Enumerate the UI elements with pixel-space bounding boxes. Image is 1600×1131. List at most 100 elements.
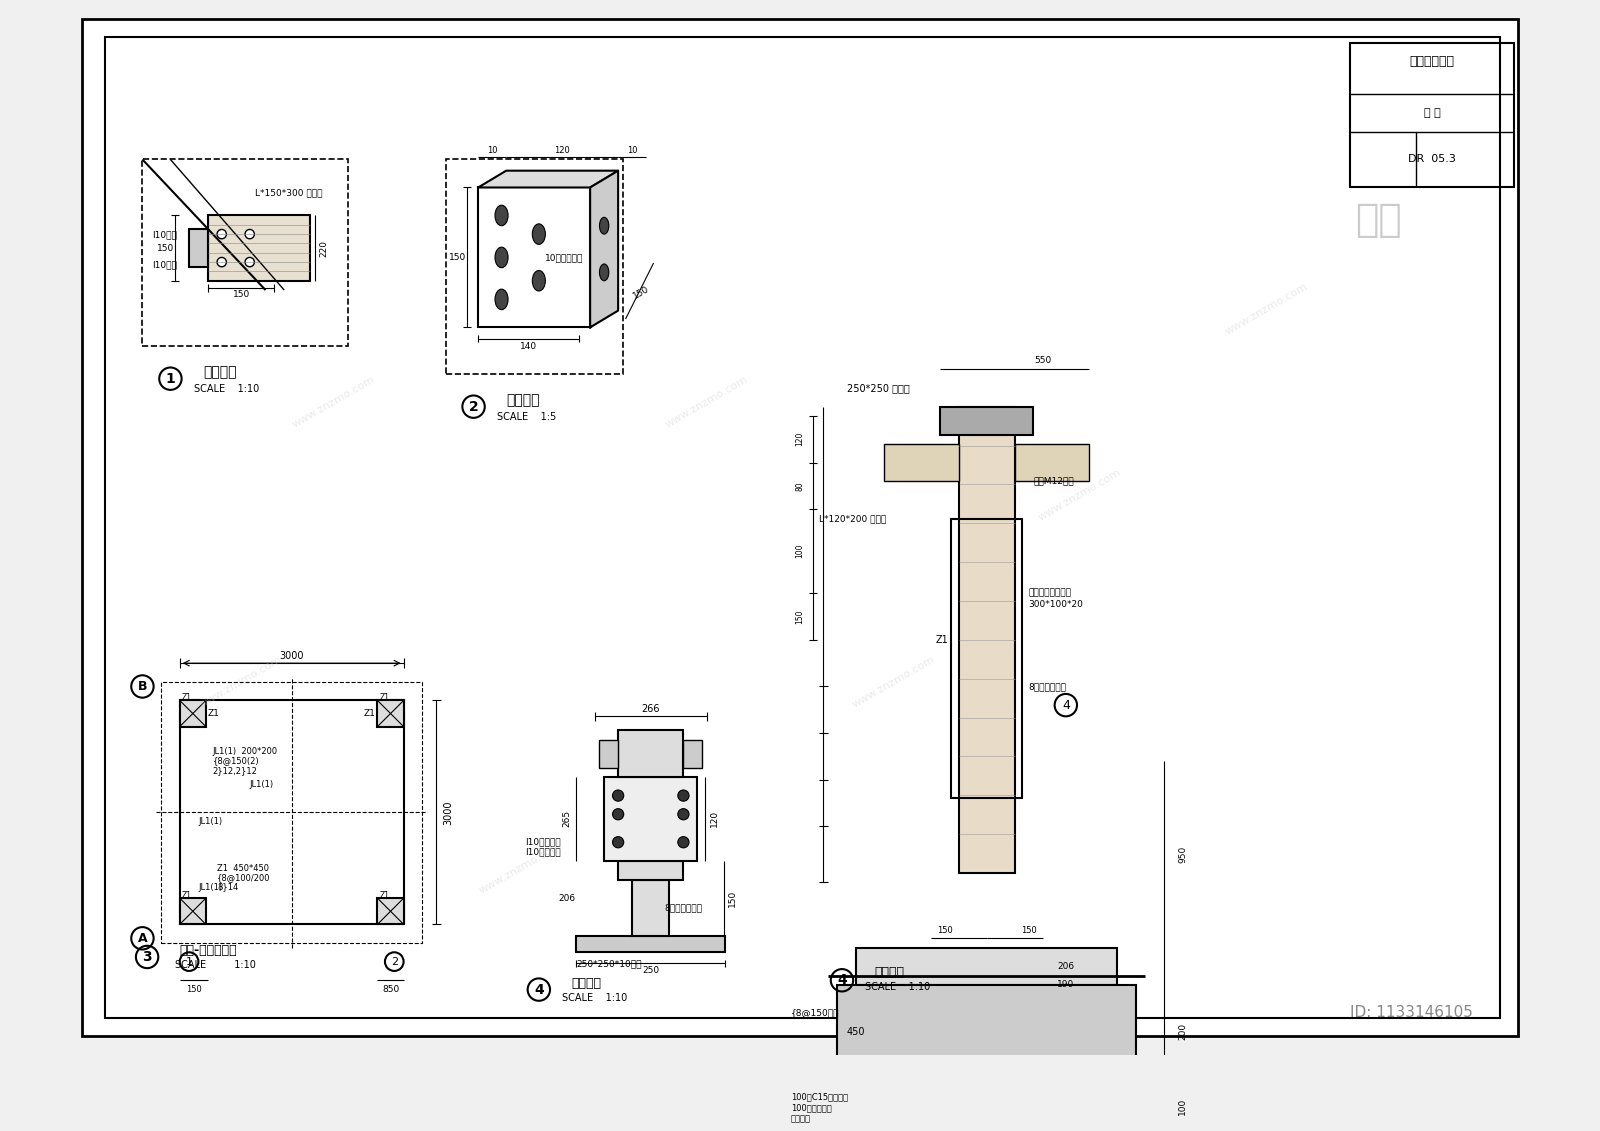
Bar: [600, 740, 618, 768]
Text: 大样图三: 大样图三: [203, 365, 237, 379]
Bar: [445, 159, 622, 374]
Ellipse shape: [600, 264, 608, 280]
Ellipse shape: [600, 217, 608, 234]
Text: 100厚碎石垫层: 100厚碎石垫层: [790, 1104, 832, 1113]
Circle shape: [678, 809, 690, 820]
Bar: [378, 898, 403, 924]
Text: 950: 950: [1178, 846, 1187, 863]
Text: 分 示: 分 示: [1424, 107, 1440, 118]
Bar: [179, 700, 403, 924]
Text: 1: 1: [186, 957, 192, 967]
Text: 3000: 3000: [443, 800, 453, 824]
FancyBboxPatch shape: [106, 37, 1499, 1018]
Text: JL1(1): JL1(1): [250, 780, 274, 789]
Text: www.znzmo.com: www.znzmo.com: [664, 374, 750, 430]
Text: 1: 1: [165, 372, 176, 386]
Bar: [1350, 43, 1514, 188]
Text: Z1: Z1: [379, 891, 389, 900]
Polygon shape: [478, 171, 618, 188]
Text: 220: 220: [320, 240, 330, 257]
Text: SCALE    1:10: SCALE 1:10: [562, 993, 627, 1003]
Ellipse shape: [494, 205, 509, 226]
Text: 80: 80: [795, 481, 805, 491]
Text: 100厚C15素砂垫层: 100厚C15素砂垫层: [790, 1093, 848, 1102]
Text: 150: 150: [936, 926, 952, 935]
Text: 150: 150: [157, 243, 174, 252]
FancyBboxPatch shape: [82, 18, 1518, 1036]
Bar: [208, 215, 310, 280]
Bar: [605, 777, 698, 861]
Bar: [958, 407, 1014, 873]
Text: 250: 250: [642, 967, 659, 975]
Bar: [618, 861, 683, 880]
Ellipse shape: [494, 248, 509, 268]
Text: www.znzmo.com: www.znzmo.com: [477, 840, 563, 896]
Text: 10: 10: [486, 146, 498, 155]
Text: 150: 150: [632, 284, 651, 301]
Text: 250*250*10钢板: 250*250*10钢板: [576, 959, 642, 968]
Bar: [378, 700, 403, 726]
Text: 150: 150: [1021, 926, 1037, 935]
Text: {8@150双向: {8@150双向: [790, 1009, 838, 1018]
Text: 大样图六: 大样图六: [875, 966, 904, 979]
Text: 亭子-基础平面图: 亭子-基础平面图: [179, 944, 237, 957]
Bar: [856, 948, 1117, 985]
Text: www.znzmo.com: www.znzmo.com: [850, 654, 936, 709]
Text: ID: 1133146105: ID: 1133146105: [1350, 1005, 1474, 1020]
Bar: [189, 230, 208, 267]
Bar: [883, 444, 958, 482]
Text: 100: 100: [795, 544, 805, 559]
Bar: [950, 519, 1022, 798]
Text: 10厚钢板焊制: 10厚钢板焊制: [546, 253, 584, 262]
Circle shape: [613, 809, 624, 820]
Text: Z1: Z1: [182, 693, 192, 702]
Text: 120: 120: [795, 432, 805, 447]
Text: 亭子一大样图: 亭子一大样图: [1410, 55, 1454, 68]
Bar: [179, 700, 206, 726]
Bar: [632, 880, 669, 935]
Text: Ⅰ10螺栓: Ⅰ10螺栓: [152, 231, 176, 240]
Text: 大样图四: 大样图四: [506, 394, 539, 407]
Text: 140: 140: [520, 342, 538, 351]
Text: 横锈石花岗岩烧面: 横锈石花岗岩烧面: [1029, 589, 1072, 597]
Circle shape: [218, 258, 226, 267]
Text: 190: 190: [1058, 981, 1075, 990]
Text: JL1(1): JL1(1): [198, 882, 222, 891]
Text: 450: 450: [846, 1027, 866, 1037]
Text: Z1: Z1: [208, 709, 219, 718]
Circle shape: [678, 837, 690, 848]
Text: www.znzmo.com: www.znzmo.com: [1224, 280, 1309, 336]
Circle shape: [245, 258, 254, 267]
Text: 120: 120: [710, 810, 718, 828]
Bar: [939, 407, 1034, 434]
Text: 300*100*20: 300*100*20: [1029, 599, 1083, 608]
Text: 266: 266: [642, 703, 661, 714]
Text: Z1: Z1: [363, 709, 376, 718]
Text: Z1: Z1: [379, 693, 389, 702]
Text: www.znzmo.com: www.znzmo.com: [291, 374, 376, 430]
Text: 3: 3: [142, 950, 152, 964]
Text: 4: 4: [837, 974, 846, 987]
Text: Z1: Z1: [936, 634, 947, 645]
Bar: [683, 740, 702, 768]
Bar: [819, 1097, 1155, 1131]
Text: 550: 550: [1034, 355, 1051, 364]
Text: Z1  450*450: Z1 450*450: [218, 864, 269, 873]
Text: SCALE    1:5: SCALE 1:5: [498, 412, 557, 422]
Text: 素土夯实: 素土夯实: [790, 1115, 811, 1124]
Bar: [478, 188, 590, 327]
Text: {8@100/200: {8@100/200: [218, 873, 270, 882]
Text: 120: 120: [554, 146, 570, 155]
Text: 8}14: 8}14: [218, 882, 238, 891]
Text: 固定M12铁钉: 固定M12铁钉: [1034, 477, 1074, 486]
Text: {8@150(2): {8@150(2): [213, 757, 259, 766]
Text: 150: 150: [728, 890, 738, 907]
Bar: [142, 159, 347, 346]
Text: www.znzmo.com: www.znzmo.com: [1037, 467, 1123, 523]
Text: 3000: 3000: [280, 650, 304, 661]
Text: SCALE         1:10: SCALE 1:10: [174, 960, 256, 970]
Text: www.znzmo.com: www.znzmo.com: [197, 654, 283, 709]
Text: 大样图五: 大样图五: [571, 976, 602, 990]
Circle shape: [613, 837, 624, 848]
Text: 8厚钢板筒结构: 8厚钢板筒结构: [1029, 682, 1067, 691]
